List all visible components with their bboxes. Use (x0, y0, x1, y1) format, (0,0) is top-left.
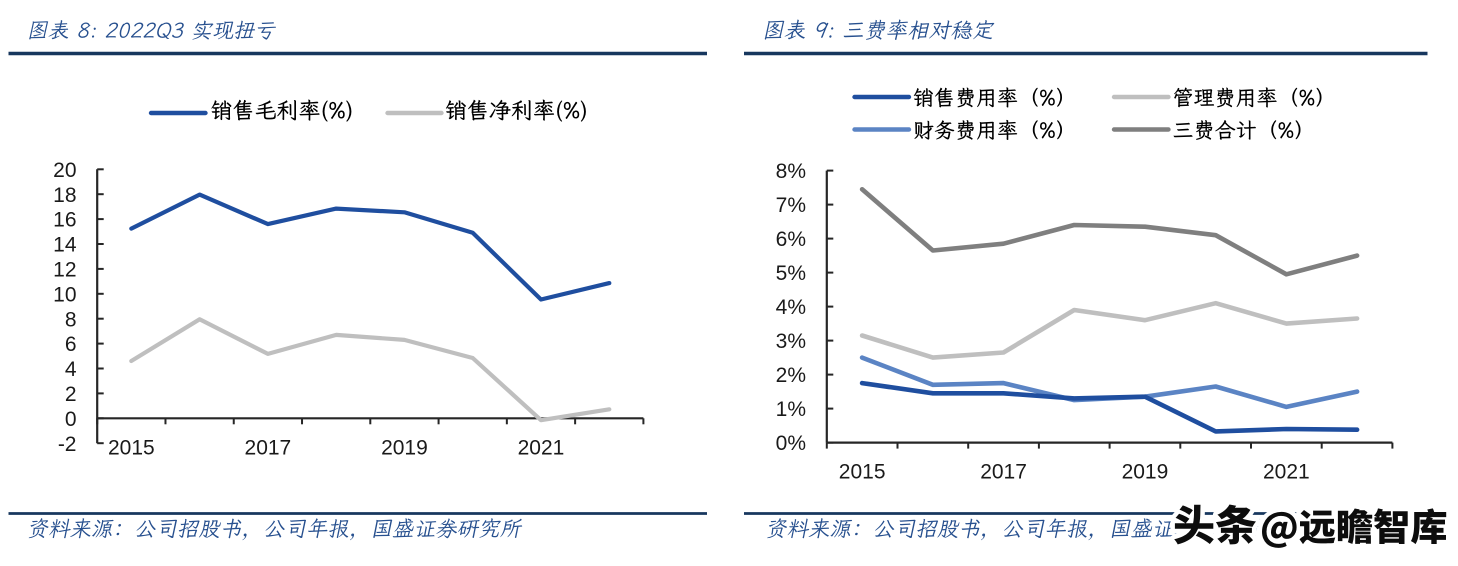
svg-text:2: 2 (65, 383, 77, 406)
svg-text:1%: 1% (776, 398, 806, 421)
svg-text:4: 4 (65, 358, 77, 381)
svg-text:7%: 7% (776, 194, 806, 217)
svg-text:20: 20 (53, 159, 76, 182)
svg-text:16: 16 (53, 209, 76, 232)
svg-text:18: 18 (53, 184, 76, 207)
svg-text:2015: 2015 (839, 461, 886, 484)
svg-text:0: 0 (65, 408, 77, 431)
svg-text:8%: 8% (776, 160, 806, 183)
svg-text:2021: 2021 (1263, 461, 1310, 484)
svg-text:8: 8 (65, 308, 77, 331)
svg-text:12: 12 (53, 259, 76, 282)
svg-text:3%: 3% (776, 330, 806, 353)
svg-text:0%: 0% (776, 432, 806, 455)
svg-text:-2: -2 (58, 433, 77, 456)
svg-text:2021: 2021 (518, 437, 565, 460)
svg-text:2015: 2015 (108, 437, 155, 460)
svg-text:10: 10 (53, 283, 76, 306)
svg-text:4%: 4% (776, 296, 806, 319)
svg-text:2%: 2% (776, 364, 806, 387)
svg-text:14: 14 (53, 234, 77, 257)
svg-text:2019: 2019 (381, 437, 428, 460)
svg-text:6: 6 (65, 333, 77, 356)
svg-text:2017: 2017 (245, 437, 292, 460)
svg-text:5%: 5% (776, 262, 806, 285)
svg-text:6%: 6% (776, 228, 806, 251)
svg-text:2019: 2019 (1122, 461, 1169, 484)
svg-text:2017: 2017 (980, 461, 1027, 484)
